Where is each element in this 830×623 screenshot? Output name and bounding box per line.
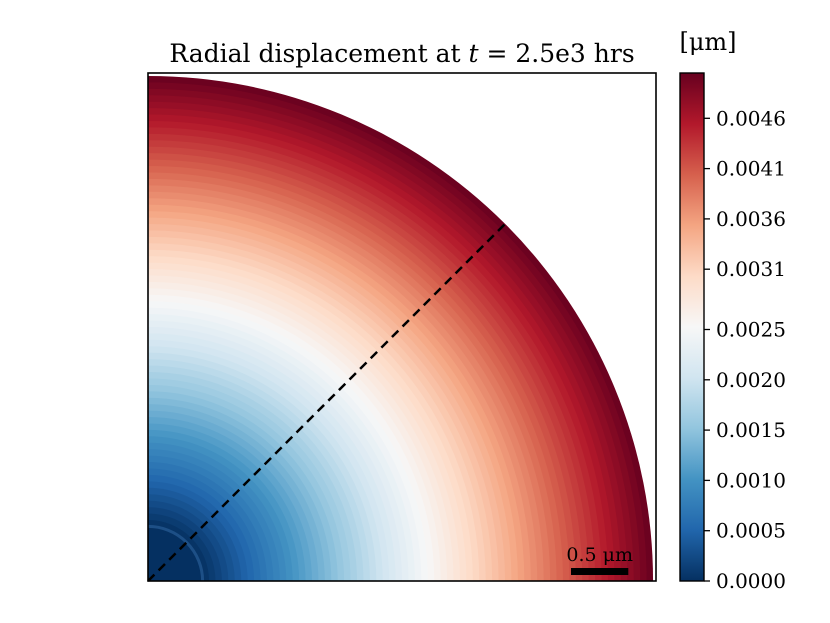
colorbar-tick-label: 0.0020 <box>716 368 786 392</box>
colorbar-tick-label: 0.0046 <box>716 106 786 130</box>
scale-bar-line <box>571 568 629 575</box>
colorbar-tick-label: 0.0025 <box>716 318 786 342</box>
colorbar-tick-label: 0.0000 <box>716 569 786 593</box>
inner-hole-rim <box>148 524 205 581</box>
colorbar-tick-label: 0.0005 <box>716 519 786 543</box>
colorbar-gradient <box>680 73 704 581</box>
scale-bar: 0.5 μm <box>566 544 633 575</box>
colorbar-tick-label: 0.0041 <box>716 157 786 181</box>
colorbar-tick-label: 0.0036 <box>716 207 786 231</box>
colorbar: 0.0000 0.0005 0.0010 0.0015 0.0020 0.0025 0.00… <box>679 28 786 593</box>
colorbar-frame <box>679 72 705 582</box>
colorbar-unit-label: [μm] <box>679 28 736 56</box>
plot-frame <box>147 72 657 582</box>
colorbar-tick-label: 0.0010 <box>716 468 786 492</box>
diagonal-dashed-line <box>147 223 506 582</box>
scale-bar-label: 0.5 μm <box>566 544 633 566</box>
colorbar-tick-label: 0.0031 <box>716 257 786 281</box>
colorbar-tick-label: 0.0015 <box>716 418 786 442</box>
chart-title: Radial displacement at t = 2.5e3 hrs <box>169 39 634 68</box>
